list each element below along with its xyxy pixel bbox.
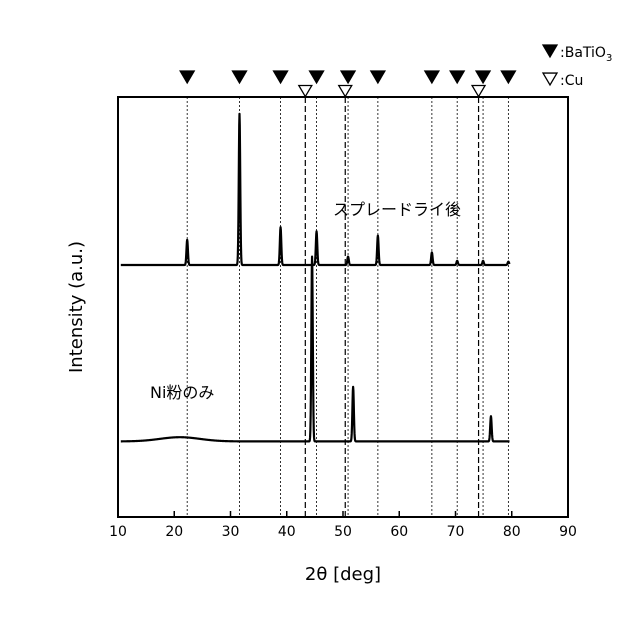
x-tick-label: 90 [559,524,577,540]
batio3-marker [425,71,439,83]
series-line-2 [121,257,510,442]
x-tick-label: 70 [447,524,465,540]
legend-batio3-icon [543,45,557,57]
batio3-marker [310,71,324,83]
plot-frame [118,97,568,517]
legend-cu-icon [543,73,557,85]
batio3-marker [371,71,385,83]
batio3-marker [341,71,355,83]
legend-batio3-label: :BaTiO3 [560,45,612,64]
batio3-marker [476,71,490,83]
batio3-marker [450,71,464,83]
x-tick-label: 30 [222,524,240,540]
y-axis-label: Intensity (a.u.) [66,241,87,373]
reference-markers [180,71,515,96]
legend-cu-label: :Cu [560,73,583,89]
cu-marker [472,85,485,96]
batio3-marker [274,71,288,83]
x-axis: 10 20 30 40 50 60 70 80 90 [109,511,577,540]
x-tick-label: 50 [334,524,352,540]
x-tick-label: 80 [503,524,521,540]
series-label-spray-dried: スプレードライ後 [333,200,461,219]
cu-marker [339,85,352,96]
x-tick-label: 10 [109,524,127,540]
x-tick-label: 60 [390,524,408,540]
batio3-marker [233,71,247,83]
cu-marker [299,85,312,96]
reference-guide-lines [187,97,508,517]
x-tick-label: 20 [165,524,183,540]
x-tick-label: 40 [278,524,296,540]
series-label-ni-powder: Ni粉のみ [150,383,214,402]
batio3-marker [501,71,515,83]
batio3-marker [180,71,194,83]
x-axis-label: 2θ [deg] [305,564,381,585]
legend: :BaTiO3 :Cu [543,45,612,89]
series-line-1 [121,114,510,265]
